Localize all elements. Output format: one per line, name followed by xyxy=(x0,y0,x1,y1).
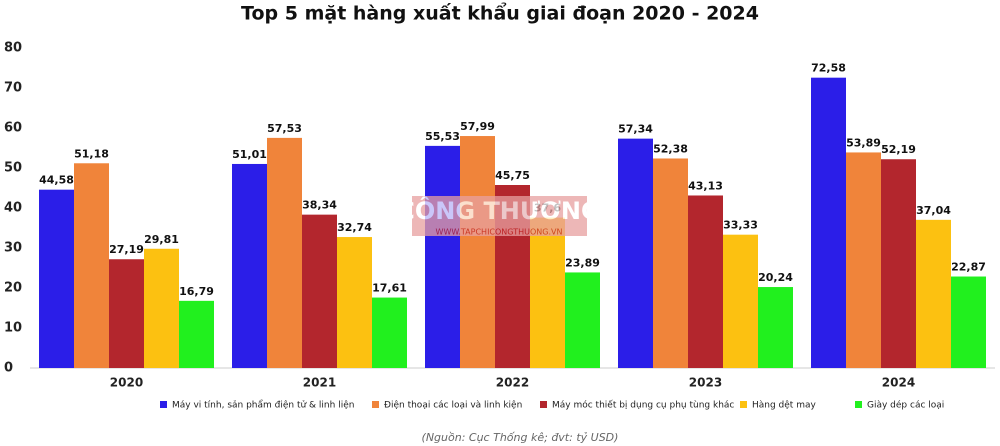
y-tick-label: 40 xyxy=(4,201,22,216)
data-label: 57,99 xyxy=(460,120,495,133)
x-tick-label: 2020 xyxy=(110,376,143,390)
bar xyxy=(39,189,74,368)
legend-swatch xyxy=(740,401,747,408)
bar xyxy=(460,136,495,368)
legend-label: Máy vi tính, sản phẩm điện tử & linh liệ… xyxy=(172,400,354,411)
data-label: 45,75 xyxy=(495,169,530,182)
watermark-title: CÔNG THƯƠNG xyxy=(397,195,600,225)
bar xyxy=(881,159,916,368)
legend-label: Hàng dệt may xyxy=(752,400,816,411)
bar xyxy=(109,259,144,368)
data-label: 55,53 xyxy=(425,130,460,143)
data-label: 23,89 xyxy=(565,256,600,269)
data-label: 53,89 xyxy=(846,136,881,149)
data-label: 29,81 xyxy=(144,233,179,246)
y-tick-label: 0 xyxy=(4,361,13,376)
data-label: 20,24 xyxy=(758,271,793,284)
data-label: 16,79 xyxy=(179,285,214,298)
watermark-url: WWW.TAPCHICONGTHUONG.VN xyxy=(436,228,563,237)
bar xyxy=(565,272,600,368)
y-tick-label: 80 xyxy=(4,41,22,56)
bar xyxy=(653,158,688,368)
bar xyxy=(302,214,337,368)
bar xyxy=(916,219,951,368)
data-label: 17,61 xyxy=(372,282,407,295)
legend-swatch xyxy=(160,401,167,408)
source-note: (Nguồn: Cục Thống kê; đvt: tỷ USD) xyxy=(422,431,619,444)
data-label: 57,53 xyxy=(267,122,302,135)
bar xyxy=(74,163,109,368)
bar xyxy=(688,195,723,368)
bar xyxy=(811,77,846,369)
watermark: CÔNG THƯƠNG WWW.TAPCHICONGTHUONG.VN xyxy=(397,195,600,237)
y-tick-label: 20 xyxy=(4,281,22,296)
bar xyxy=(530,217,565,368)
y-tick-label: 50 xyxy=(4,161,22,176)
legend-swatch xyxy=(855,401,862,408)
bar xyxy=(267,137,302,368)
data-label: 37,04 xyxy=(916,204,951,217)
x-tick-label: 2021 xyxy=(303,376,336,390)
data-label: 33,33 xyxy=(723,219,758,232)
bar xyxy=(425,145,460,368)
data-label: 52,19 xyxy=(881,143,916,156)
data-label: 27,19 xyxy=(109,243,144,256)
legend-swatch xyxy=(372,401,379,408)
data-label: 22,87 xyxy=(951,261,986,274)
y-tick-label: 30 xyxy=(4,241,22,256)
data-label: 32,74 xyxy=(337,221,372,234)
x-tick-label: 2024 xyxy=(882,376,915,390)
chart-title: Top 5 mặt hàng xuất khẩu giai đoạn 2020 … xyxy=(241,2,759,25)
bar xyxy=(232,163,267,368)
data-label: 72,58 xyxy=(811,62,846,75)
x-tick-label: 2022 xyxy=(496,376,529,390)
bar xyxy=(951,276,986,368)
x-tick-label: 2023 xyxy=(689,376,722,390)
legend-label: Giày dép các loại xyxy=(867,400,944,411)
data-label: 43,13 xyxy=(688,179,723,192)
data-label: 51,01 xyxy=(232,148,267,161)
bar xyxy=(179,300,214,368)
data-label: 57,34 xyxy=(618,123,653,136)
data-label: 51,18 xyxy=(74,147,109,160)
bar xyxy=(337,237,372,368)
bar xyxy=(618,138,653,368)
y-tick-label: 10 xyxy=(4,321,22,336)
legend-label: Máy móc thiết bị dụng cụ phụ tùng khác xyxy=(552,400,734,411)
bar xyxy=(758,287,793,368)
y-tick-label: 70 xyxy=(4,81,22,96)
y-tick-label: 60 xyxy=(4,121,22,136)
data-label: 52,38 xyxy=(653,142,688,155)
bar xyxy=(372,297,407,368)
bar xyxy=(846,152,881,368)
bar xyxy=(723,234,758,368)
watermark-box xyxy=(412,196,587,236)
legend-swatch xyxy=(540,401,547,408)
data-label: 38,34 xyxy=(302,199,337,212)
bar xyxy=(144,248,179,368)
data-label: 44,58 xyxy=(39,174,74,187)
legend-label: Điện thoại các loại và linh kiện xyxy=(384,400,522,411)
